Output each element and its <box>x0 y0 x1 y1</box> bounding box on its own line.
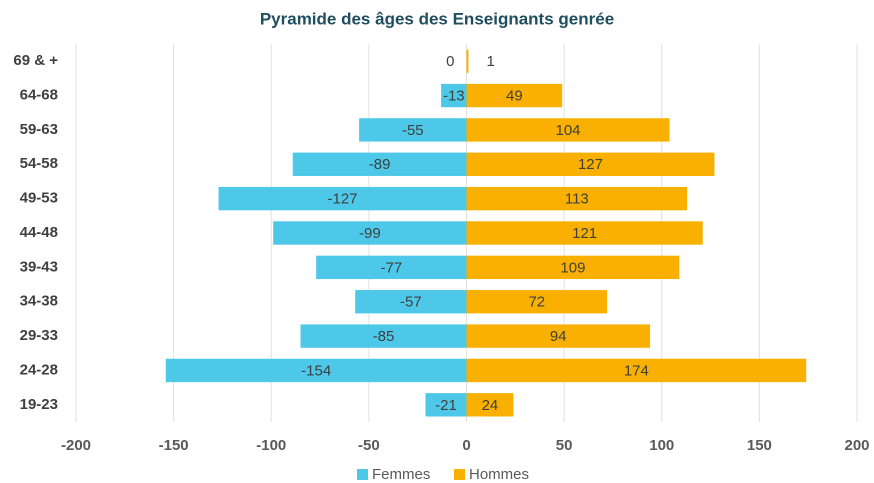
x-tick-label: -200 <box>61 437 91 454</box>
data-label: -154 <box>301 362 331 379</box>
legend-label: Femmes <box>372 466 430 483</box>
bar <box>218 186 467 211</box>
data-label: 104 <box>556 122 581 139</box>
data-label: 72 <box>528 294 545 311</box>
bar <box>292 152 467 176</box>
bar <box>466 221 703 245</box>
legend-swatch <box>454 469 465 480</box>
bar <box>273 221 467 245</box>
y-tick-label: 29-33 <box>20 327 58 344</box>
y-tick-label: 49-53 <box>20 190 58 207</box>
y-tick-label: 54-58 <box>20 155 58 172</box>
bar <box>466 358 807 383</box>
bar <box>300 324 467 348</box>
data-label: 24 <box>482 397 499 414</box>
bar <box>466 393 514 417</box>
y-tick-label: 19-23 <box>20 396 58 413</box>
bar <box>466 290 608 314</box>
data-label: 121 <box>572 225 597 242</box>
y-tick-label: 34-38 <box>20 293 58 310</box>
x-tick-label: 200 <box>844 437 869 454</box>
data-label: 109 <box>560 259 585 276</box>
data-label: -99 <box>359 225 381 242</box>
chart-title: Pyramide des âges des Enseignants genrée <box>260 9 614 28</box>
bar <box>316 255 467 280</box>
bar <box>441 83 467 108</box>
bar <box>466 49 469 73</box>
data-label: -13 <box>443 88 465 105</box>
data-label: 113 <box>565 191 589 208</box>
data-label: 49 <box>506 88 523 105</box>
bar <box>466 255 680 280</box>
bar <box>466 83 563 108</box>
legend-swatch <box>357 469 368 480</box>
x-tick-label: -150 <box>159 437 189 454</box>
x-tick-label: 150 <box>747 437 772 454</box>
data-label: -55 <box>402 122 424 139</box>
data-label: 0 <box>446 53 454 70</box>
bar <box>425 393 467 417</box>
data-label: -127 <box>328 191 358 208</box>
data-label: 127 <box>578 156 603 173</box>
bar <box>466 324 651 348</box>
data-label: -85 <box>373 328 395 345</box>
bar <box>466 186 688 211</box>
data-label: -57 <box>400 294 422 311</box>
x-tick-label: 0 <box>462 437 470 454</box>
x-tick-label: -50 <box>358 437 380 454</box>
data-label: 94 <box>550 328 567 345</box>
bar <box>359 118 467 142</box>
bar <box>466 152 715 176</box>
y-tick-label: 59-63 <box>20 121 58 138</box>
data-label: 174 <box>624 362 649 379</box>
x-tick-label: -100 <box>256 437 286 454</box>
bar <box>466 118 670 142</box>
bar <box>165 358 467 383</box>
y-tick-label: 69 & + <box>13 52 58 69</box>
bar <box>355 290 467 314</box>
x-tick-label: 100 <box>649 437 674 454</box>
data-label: -21 <box>435 397 457 414</box>
legend-label: Hommes <box>469 466 529 483</box>
data-label: -77 <box>380 259 402 276</box>
y-tick-label: 24-28 <box>20 361 58 378</box>
y-tick-label: 64-68 <box>20 87 58 104</box>
y-tick-label: 44-48 <box>20 224 58 241</box>
x-tick-label: 50 <box>556 437 573 454</box>
y-tick-label: 39-43 <box>20 258 58 275</box>
data-label: -89 <box>369 156 391 173</box>
data-label: 1 <box>487 53 495 70</box>
